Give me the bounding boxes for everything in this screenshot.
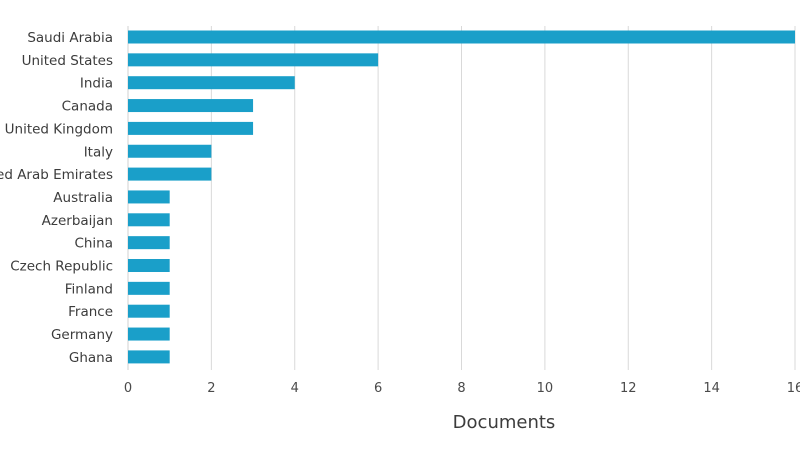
bar: [128, 144, 212, 158]
category-label: United States: [22, 53, 113, 69]
category-label: China: [74, 236, 113, 252]
x-tick-label: 8: [457, 381, 465, 396]
category-label: Azerbaijan: [42, 213, 113, 229]
x-tick-label: 16: [787, 381, 800, 396]
bar: [128, 213, 170, 227]
category-label: Germany: [51, 327, 113, 343]
x-tick-label: 10: [537, 381, 554, 396]
category-label: Finland: [65, 281, 113, 297]
x-tick-label: 12: [620, 381, 637, 396]
bars: [128, 30, 795, 364]
x-tick-labels: 0 2 4 6 8 10 12 14 16: [124, 381, 800, 396]
bar: [128, 167, 212, 181]
bar: [128, 190, 170, 204]
bar: [128, 236, 170, 250]
category-label: Ghana: [69, 350, 113, 366]
bar: [128, 259, 170, 272]
x-tick-label: 4: [291, 381, 299, 396]
category-label: Italy: [84, 144, 113, 160]
bar: [128, 327, 170, 341]
bar: [128, 281, 170, 295]
bar: [128, 350, 170, 364]
category-label: France: [68, 304, 113, 320]
x-axis-title: Documents: [453, 412, 556, 433]
bar: [128, 53, 379, 67]
bar: [128, 99, 254, 113]
category-label: United Arab Emirates: [0, 167, 113, 183]
x-tick-label: 0: [124, 381, 132, 396]
category-label: Canada: [62, 99, 113, 115]
category-label: Saudi Arabia: [27, 30, 113, 46]
category-label: India: [80, 76, 113, 92]
x-tick-label: 14: [703, 381, 720, 396]
category-labels: Saudi Arabia United States India Canada Unit…: [0, 30, 113, 366]
category-label: Czech Republic: [10, 259, 113, 275]
bar: [128, 76, 295, 90]
category-label: United Kingdom: [5, 121, 113, 137]
bar: [128, 304, 170, 318]
x-tick-label: 6: [374, 381, 382, 396]
bar: [128, 121, 254, 135]
x-tick-label: 2: [207, 381, 215, 396]
bar: [128, 30, 795, 44]
category-label: Australia: [53, 190, 113, 206]
